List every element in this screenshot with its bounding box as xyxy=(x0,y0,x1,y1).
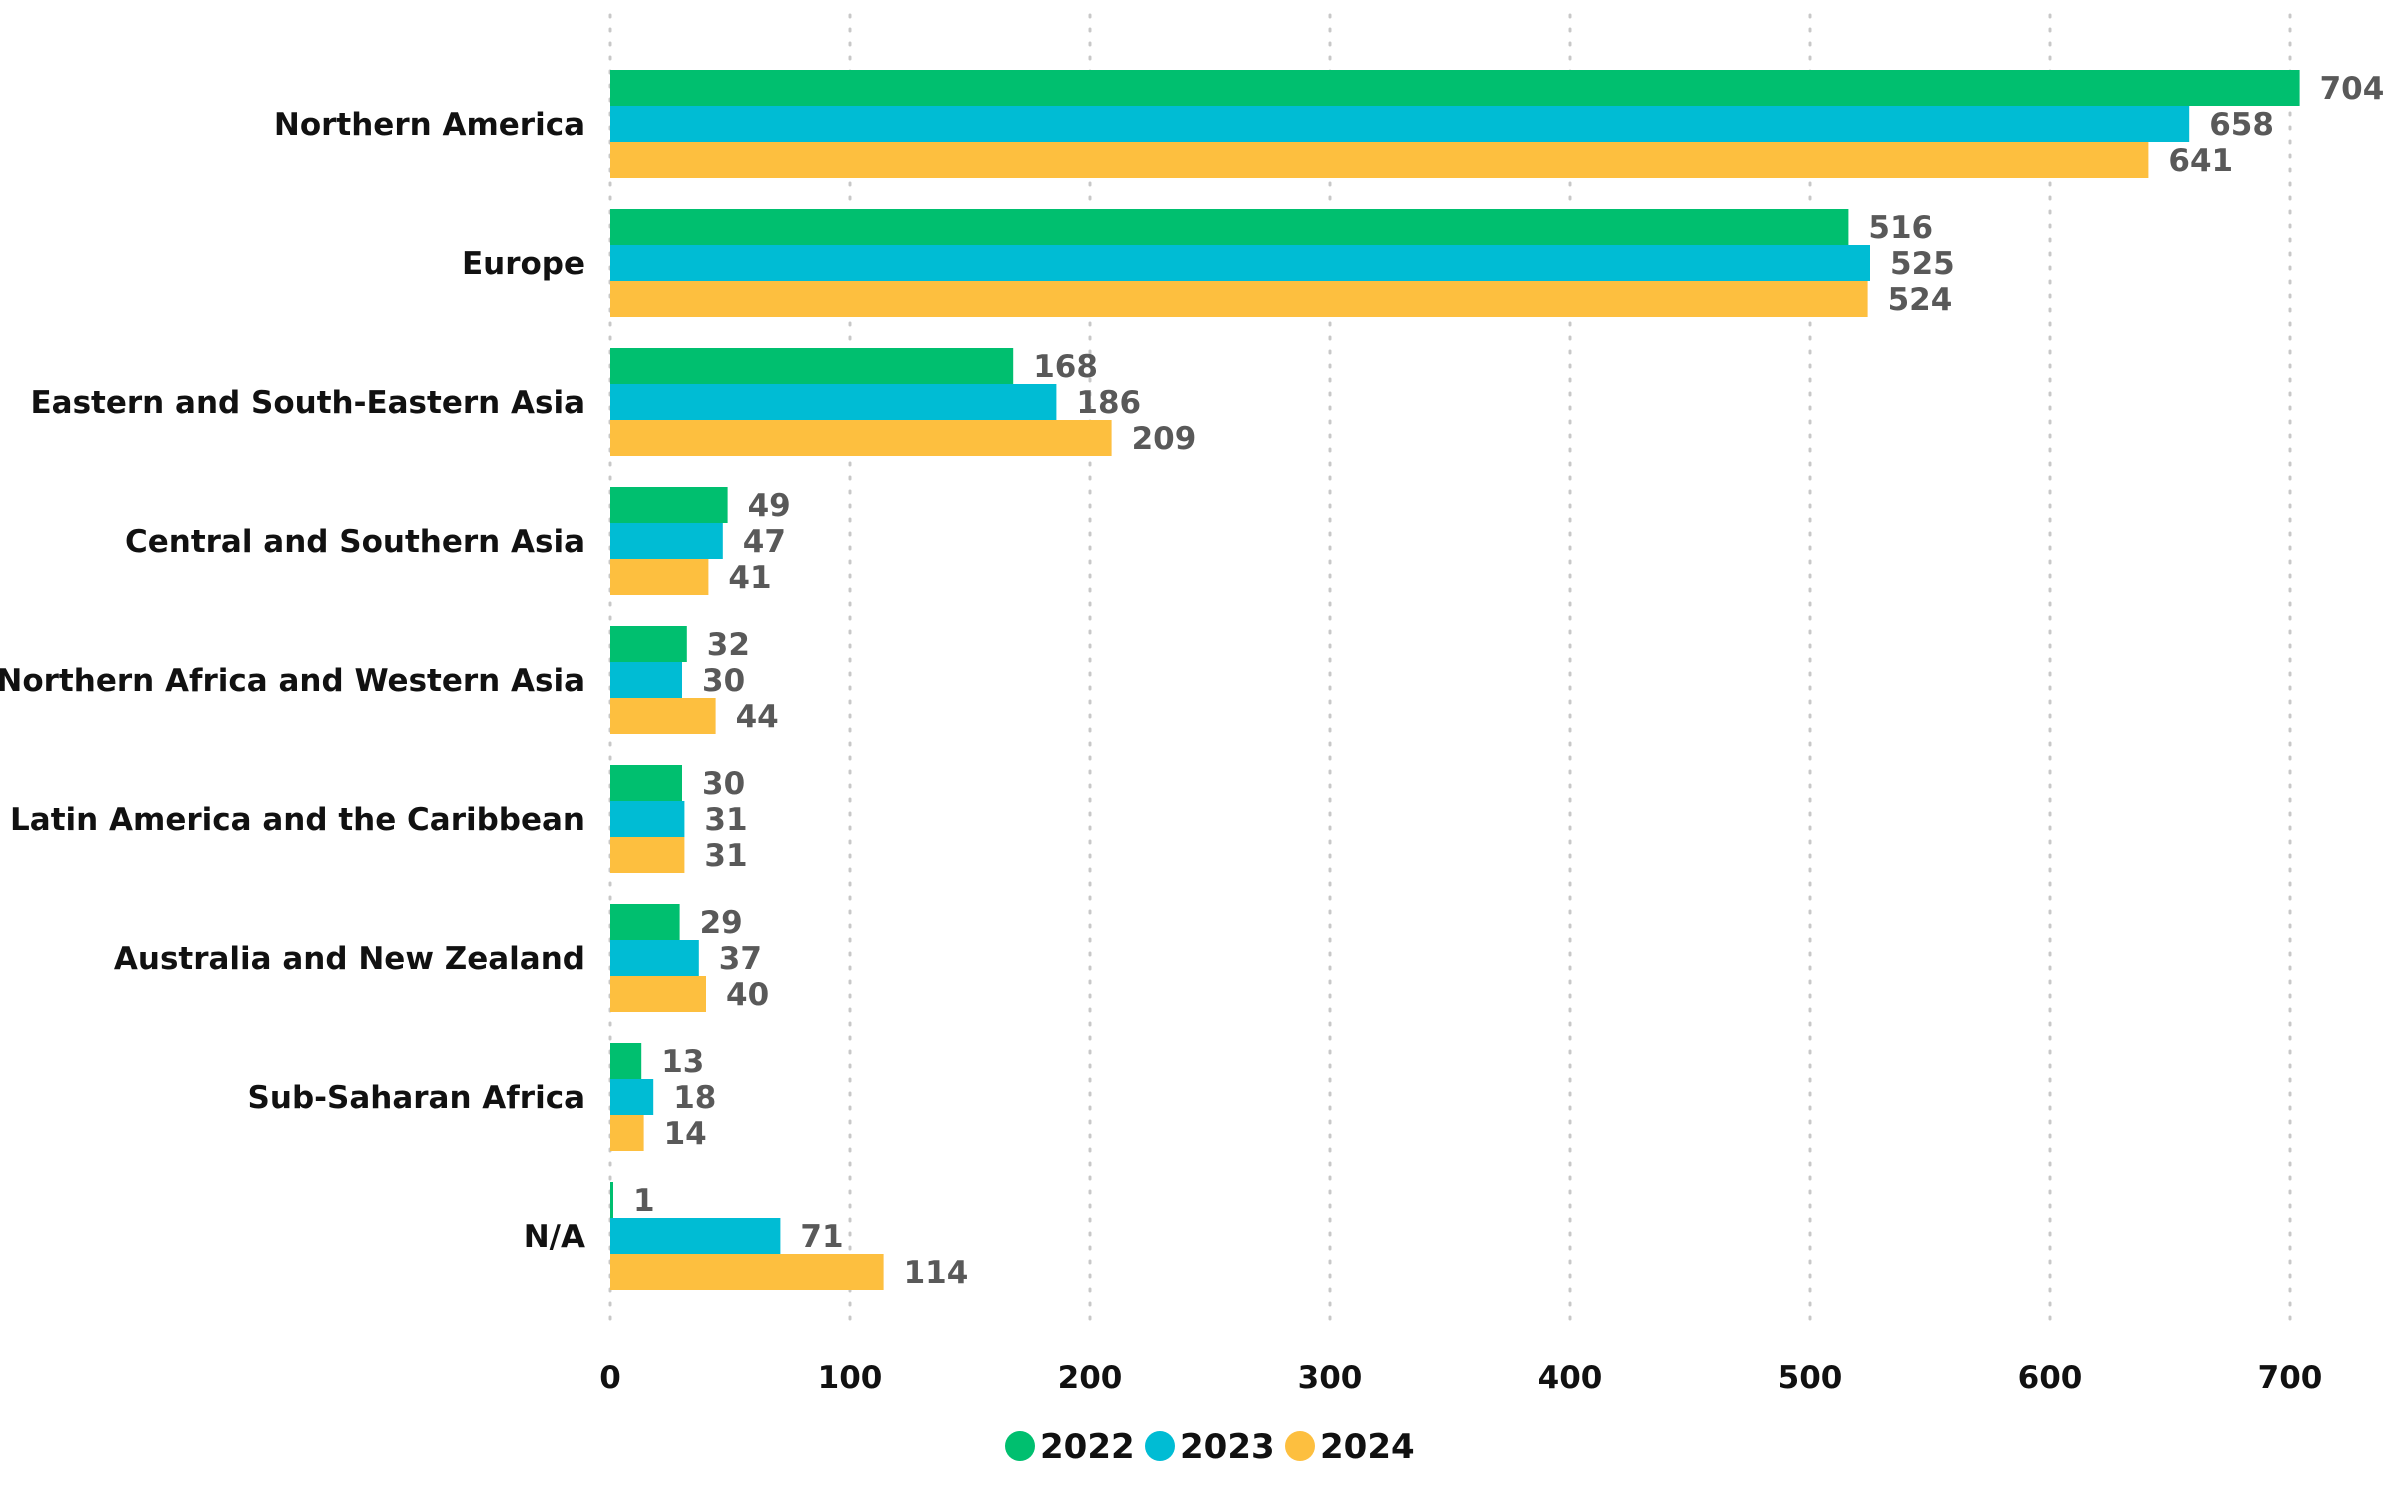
value-label-australia-and-new-zealand-2024: 40 xyxy=(726,977,769,1013)
x-tick-label-600: 600 xyxy=(2018,1360,2083,1396)
category-label-australia-and-new-zealand: Australia and New Zealand xyxy=(114,941,585,977)
x-tick-label-700: 700 xyxy=(2258,1360,2323,1396)
value-label-northern-africa-and-western-asia-2023: 30 xyxy=(702,663,745,699)
x-tick-label-400: 400 xyxy=(1538,1360,1603,1396)
bar-eastern-and-south-eastern-asia-2022 xyxy=(610,348,1014,384)
category-label-northern-africa-and-western-asia: Northern Africa and Western Asia xyxy=(0,663,585,699)
value-label-europe-2023: 525 xyxy=(1890,246,1955,282)
bar-latin-america-and-the-caribbean-2023 xyxy=(610,801,685,837)
bar-australia-and-new-zealand-2022 xyxy=(610,904,680,940)
value-label-australia-and-new-zealand-2022: 29 xyxy=(700,905,743,941)
category-label-n-a: N/A xyxy=(524,1219,585,1255)
value-label-sub-saharan-africa-2022: 13 xyxy=(661,1044,704,1080)
bar-northern-africa-and-western-asia-2024 xyxy=(610,698,716,734)
bar-northern-america-2023 xyxy=(610,106,2190,142)
legend: 2022 2023 2024 xyxy=(1005,1427,1415,1467)
x-tick-label-100: 100 xyxy=(818,1360,883,1396)
bar-sub-saharan-africa-2022 xyxy=(610,1043,642,1079)
x-tick-label-0: 0 xyxy=(599,1360,621,1396)
value-label-europe-2022: 516 xyxy=(1868,210,1933,246)
bar-latin-america-and-the-caribbean-2022 xyxy=(610,765,682,801)
value-label-sub-saharan-africa-2024: 14 xyxy=(664,1116,707,1152)
legend-label-2023: 2023 xyxy=(1180,1427,1275,1467)
bar-eastern-and-south-eastern-asia-2024 xyxy=(610,420,1112,456)
value-label-northern-africa-and-western-asia-2022: 32 xyxy=(707,627,750,663)
bar-eastern-and-south-eastern-asia-2023 xyxy=(610,384,1057,420)
value-label-eastern-and-south-eastern-asia-2022: 168 xyxy=(1033,349,1098,385)
category-label-europe: Europe xyxy=(462,246,585,282)
category-label-central-and-southern-asia: Central and Southern Asia xyxy=(125,524,585,560)
bar-latin-america-and-the-caribbean-2024 xyxy=(610,837,685,873)
value-label-n-a-2023: 71 xyxy=(800,1219,843,1255)
category-label-latin-america-and-the-caribbean: Latin America and the Caribbean xyxy=(10,802,585,838)
bar-northern-america-2022 xyxy=(610,70,2300,106)
category-label-eastern-and-south-eastern-asia: Eastern and South-Eastern Asia xyxy=(31,385,586,421)
bar-n-a-2023 xyxy=(610,1218,781,1254)
value-label-northern-america-2023: 658 xyxy=(2209,107,2274,143)
bar-europe-2022 xyxy=(610,209,1849,245)
value-label-europe-2024: 524 xyxy=(1888,282,1953,318)
bar-australia-and-new-zealand-2023 xyxy=(610,940,699,976)
value-label-latin-america-and-the-caribbean-2024: 31 xyxy=(704,838,747,874)
value-label-northern-america-2024: 641 xyxy=(2168,143,2233,179)
value-label-n-a-2022: 1 xyxy=(633,1183,655,1219)
bar-northern-africa-and-western-asia-2023 xyxy=(610,662,682,698)
value-label-n-a-2024: 114 xyxy=(904,1255,969,1291)
legend-marker-2024 xyxy=(1285,1431,1315,1461)
bar-sub-saharan-africa-2023 xyxy=(610,1079,654,1115)
category-label-northern-america: Northern America xyxy=(274,107,585,143)
value-label-central-and-southern-asia-2022: 49 xyxy=(748,488,791,524)
bar-europe-2023 xyxy=(610,245,1870,281)
bar-central-and-southern-asia-2022 xyxy=(610,487,728,523)
value-label-eastern-and-south-eastern-asia-2023: 186 xyxy=(1076,385,1141,421)
x-tick-label-300: 300 xyxy=(1298,1360,1363,1396)
category-label-sub-saharan-africa: Sub-Saharan Africa xyxy=(248,1080,585,1116)
bar-n-a-2024 xyxy=(610,1254,884,1290)
value-label-latin-america-and-the-caribbean-2023: 31 xyxy=(704,802,747,838)
bar-europe-2024 xyxy=(610,281,1868,317)
bars xyxy=(610,70,2300,1290)
x-tick-label-200: 200 xyxy=(1058,1360,1123,1396)
legend-label-2022: 2022 xyxy=(1040,1427,1135,1467)
value-label-central-and-southern-asia-2024: 41 xyxy=(728,560,771,596)
bar-northern-america-2024 xyxy=(610,142,2149,178)
value-label-central-and-southern-asia-2023: 47 xyxy=(743,524,786,560)
bar-central-and-southern-asia-2023 xyxy=(610,523,723,559)
value-label-eastern-and-south-eastern-asia-2024: 209 xyxy=(1132,421,1197,457)
value-label-sub-saharan-africa-2023: 18 xyxy=(673,1080,716,1116)
value-label-northern-africa-and-western-asia-2024: 44 xyxy=(736,699,779,735)
legend-marker-2023 xyxy=(1145,1431,1175,1461)
bar-n-a-2022 xyxy=(610,1182,613,1218)
x-tick-label-500: 500 xyxy=(1778,1360,1843,1396)
value-label-northern-america-2022: 704 xyxy=(2320,71,2385,107)
legend-label-2024: 2024 xyxy=(1320,1427,1415,1467)
bar-northern-africa-and-western-asia-2022 xyxy=(610,626,687,662)
value-label-latin-america-and-the-caribbean-2022: 30 xyxy=(702,766,745,802)
value-label-australia-and-new-zealand-2023: 37 xyxy=(719,941,762,977)
legend-marker-2022 xyxy=(1005,1431,1035,1461)
bar-sub-saharan-africa-2024 xyxy=(610,1115,644,1151)
bar-central-and-southern-asia-2024 xyxy=(610,559,709,595)
bar-australia-and-new-zealand-2024 xyxy=(610,976,706,1012)
